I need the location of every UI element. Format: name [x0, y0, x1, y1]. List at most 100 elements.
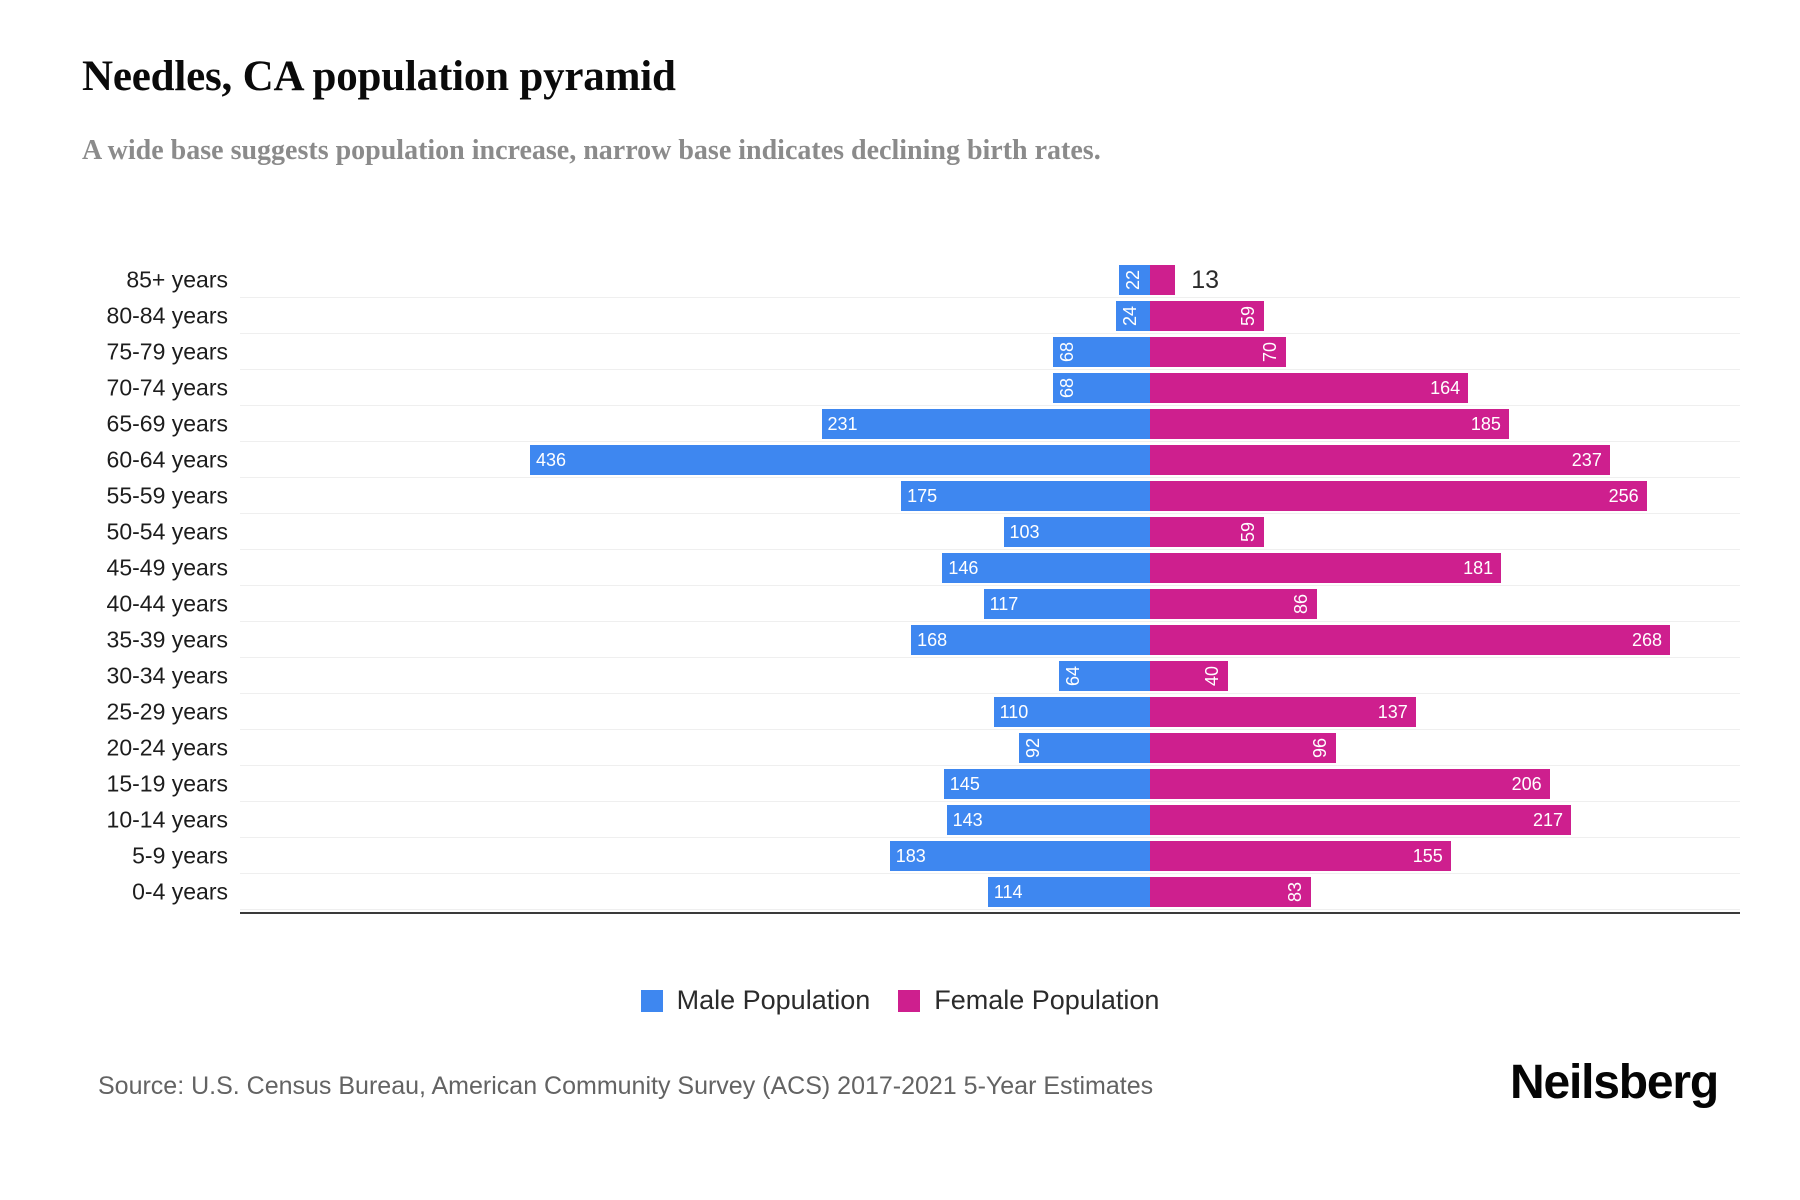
female-bar[interactable]: 59 — [1150, 517, 1265, 547]
legend-item-female[interactable]: Female Population — [898, 985, 1159, 1016]
female-bar-value: 137 — [1377, 701, 1408, 722]
male-bar[interactable]: 183 — [889, 841, 1150, 871]
male-bar[interactable]: 146 — [942, 553, 1150, 583]
male-bar[interactable]: 143 — [946, 805, 1150, 835]
male-bar[interactable]: 114 — [987, 877, 1150, 907]
female-bar[interactable]: 185 — [1150, 409, 1509, 439]
axis-label-50-54-years: 50-54 years — [106, 518, 228, 545]
bar-group: 92 96 — [240, 733, 1740, 763]
pyramid-row: 0-4 years 114 83 — [132, 874, 1740, 910]
female-bar[interactable]: 137 — [1150, 697, 1416, 727]
axis-label-30-34-years: 30-34 years — [106, 662, 228, 689]
pyramid-row: 85+ years 22 13 — [126, 262, 1740, 298]
axis-label-0-4-years: 0-4 years — [132, 878, 228, 905]
pyramid-row: 80-84 years 24 59 — [107, 298, 1740, 334]
gridline — [240, 693, 1740, 694]
neilsberg-logo: Neilsberg — [1510, 1056, 1719, 1109]
axis-label-35-39-years: 35-39 years — [106, 626, 228, 653]
bar-group: 24 59 — [240, 301, 1740, 331]
gridline — [240, 513, 1740, 514]
female-bar[interactable]: 237 — [1150, 445, 1610, 475]
axis-label-60-64-years: 60-64 years — [106, 446, 228, 473]
axis-label-15-19-years: 15-19 years — [106, 770, 228, 797]
gridline — [240, 621, 1740, 622]
female-bar[interactable]: 59 — [1150, 301, 1265, 331]
axis-label-70-74-years: 70-74 years — [106, 374, 228, 401]
gridline — [240, 585, 1740, 586]
legend-swatch-male-icon — [640, 989, 663, 1012]
pyramid-row: 10-14 years 143 217 — [107, 802, 1740, 838]
male-bar-value: 175 — [907, 485, 938, 506]
female-bar-value: 164 — [1430, 377, 1461, 398]
female-bar-value: 217 — [1532, 809, 1564, 830]
male-bar[interactable]: 64 — [1058, 661, 1150, 691]
axis-label-5-9-years: 5-9 years — [132, 842, 228, 869]
male-bar-value: 22 — [1122, 269, 1143, 291]
female-bar-value: 86 — [1290, 593, 1311, 615]
female-bar[interactable]: 256 — [1150, 481, 1647, 511]
bar-group: 68 70 — [240, 337, 1740, 367]
female-bar[interactable]: 86 — [1150, 589, 1317, 619]
female-bar-value: 185 — [1470, 413, 1501, 434]
male-bar[interactable]: 68 — [1053, 373, 1150, 403]
axis-label-20-24-years: 20-24 years — [106, 734, 228, 761]
pyramid-row: 20-24 years 92 96 — [107, 730, 1740, 766]
female-bar[interactable]: 70 — [1150, 337, 1286, 367]
gridline — [240, 333, 1740, 334]
legend-item-male[interactable]: Male Population — [640, 985, 870, 1016]
bar-group: 68 164 — [240, 373, 1740, 403]
legend-swatch-female-icon — [898, 989, 921, 1012]
female-bar-value: 237 — [1571, 449, 1602, 470]
bar-group: 110 137 — [240, 697, 1740, 727]
male-bar[interactable]: 68 — [1053, 337, 1150, 367]
female-bar[interactable]: 181 — [1150, 553, 1502, 583]
pyramid-row: 45-49 years 146 181 — [107, 550, 1740, 586]
male-bar-value: 231 — [827, 413, 858, 434]
female-bar-value: 59 — [1238, 305, 1259, 327]
page-subtitle: A wide base suggests population increase… — [82, 135, 1101, 166]
female-bar[interactable]: 96 — [1150, 733, 1337, 763]
female-bar[interactable]: 83 — [1150, 877, 1312, 907]
gridline — [240, 657, 1740, 658]
pyramid-row: 35-39 years 168 268 — [107, 622, 1740, 658]
male-bar[interactable]: 24 — [1115, 301, 1150, 331]
female-bar[interactable] — [1150, 265, 1176, 295]
gridline — [240, 765, 1740, 766]
male-bar[interactable]: 117 — [983, 589, 1150, 619]
male-bar-value: 64 — [1062, 665, 1083, 687]
female-bar-value: 256 — [1608, 485, 1639, 506]
male-bar[interactable]: 22 — [1118, 265, 1150, 295]
male-bar[interactable]: 103 — [1003, 517, 1150, 547]
bar-group: 436 237 — [240, 445, 1740, 475]
female-bar[interactable]: 268 — [1150, 625, 1670, 655]
male-bar[interactable]: 231 — [821, 409, 1150, 439]
female-bar[interactable]: 155 — [1150, 841, 1451, 871]
axis-label-25-29-years: 25-29 years — [106, 698, 228, 725]
female-bar[interactable]: 164 — [1150, 373, 1469, 403]
pyramid-row: 40-44 years 117 86 — [107, 586, 1740, 622]
female-bar-value: 155 — [1412, 845, 1443, 866]
male-bar[interactable]: 436 — [530, 445, 1150, 475]
axis-label-80-84-years: 80-84 years — [106, 302, 228, 329]
female-bar[interactable]: 217 — [1150, 805, 1572, 835]
bar-group: 114 83 — [240, 877, 1740, 907]
male-bar[interactable]: 92 — [1019, 733, 1150, 763]
male-bar[interactable]: 168 — [911, 625, 1150, 655]
bar-group: 103 59 — [240, 517, 1740, 547]
female-bar[interactable]: 206 — [1150, 769, 1550, 799]
pyramid-row: 30-34 years 64 40 — [107, 658, 1740, 694]
pyramid-row: 15-19 years 145 206 — [107, 766, 1740, 802]
male-bar[interactable]: 110 — [993, 697, 1150, 727]
pyramid-row: 75-79 years 68 70 — [107, 334, 1740, 370]
gridline — [240, 873, 1740, 874]
female-bar-value: 96 — [1310, 737, 1331, 759]
female-bar[interactable]: 40 — [1150, 661, 1228, 691]
gridline — [240, 729, 1740, 730]
female-bar-value: 59 — [1238, 521, 1259, 543]
axis-label-65-69-years: 65-69 years — [106, 410, 228, 437]
male-bar[interactable]: 145 — [943, 769, 1150, 799]
source-note: Source: U.S. Census Bureau, American Com… — [98, 1072, 1154, 1100]
male-bar[interactable]: 175 — [901, 481, 1150, 511]
pyramid-row: 5-9 years 183 155 — [132, 838, 1740, 874]
